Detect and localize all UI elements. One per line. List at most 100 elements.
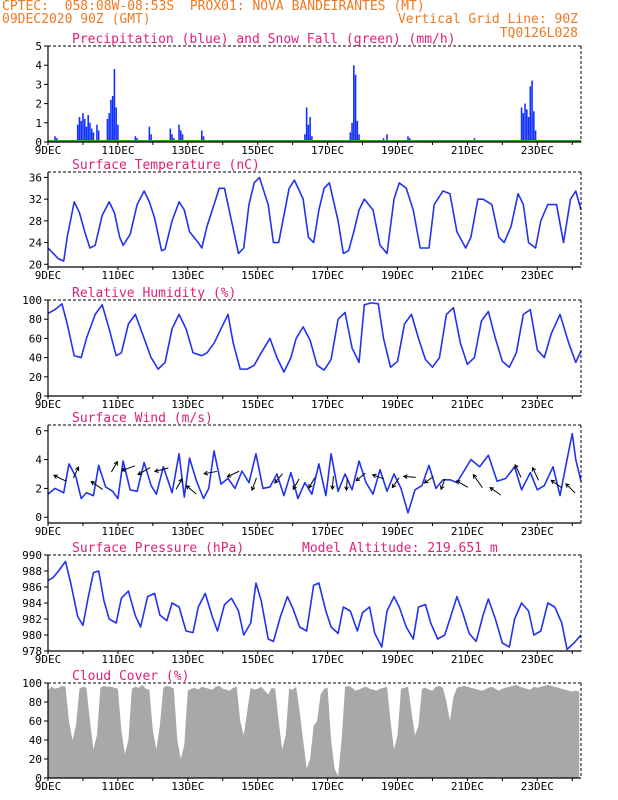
precip-bar: [311, 136, 313, 142]
precip-bar: [134, 136, 137, 142]
cloud-ytick-label: 80: [29, 696, 42, 709]
wind-arrow: [455, 480, 469, 488]
precip-bar: [358, 134, 360, 142]
pressure-ytick-label: 984: [22, 597, 42, 610]
wind-arrow: [355, 472, 366, 482]
precip-xtick-label: 21DEC: [451, 144, 484, 157]
precip-bar: [106, 118, 109, 142]
pressure-ytick-label: 990: [22, 549, 42, 562]
pressure-xtick-label: 13DEC: [171, 653, 204, 666]
precip-xtick-label: 15DEC: [241, 144, 274, 157]
precip-panel-title: Precipitation (blue) and Snow Fall (gree…: [72, 32, 456, 47]
wind-arrow: [203, 470, 218, 476]
temperature-xtick-label: 19DEC: [381, 269, 414, 282]
wind-arrow: [308, 477, 316, 489]
cloud-xtick-label: 17DEC: [311, 780, 344, 793]
temperature-ytick-label: 24: [29, 237, 43, 250]
precip-bar: [349, 132, 352, 142]
cloud-ytick-label: 100: [22, 677, 42, 690]
humidity-series-line: [47, 302, 582, 373]
wind-arrow: [550, 479, 563, 489]
precip-bar: [108, 113, 110, 142]
wind-arrow: [226, 470, 240, 478]
cloud-ytick-label: 20: [29, 753, 42, 766]
wind-xtick-label: 11DEC: [101, 525, 134, 538]
wind-arrow: [565, 483, 576, 494]
precip-bar: [96, 124, 98, 142]
precip-bar: [200, 130, 203, 142]
pressure-xtick-label: 23DEC: [521, 653, 554, 666]
precip-bar: [526, 109, 528, 142]
precip-bar: [527, 117, 530, 142]
wind-arrow: [185, 485, 197, 495]
precip-ytick-label: 0: [35, 136, 42, 149]
humidity-ytick-label: 0: [35, 390, 42, 403]
precip-xtick-label: 11DEC: [101, 144, 134, 157]
precip-bar: [178, 124, 180, 142]
temperature-xtick-label: 9DEC: [35, 269, 62, 282]
wind-arrow: [439, 478, 446, 491]
pressure-panel-annotation: Model Altitude: 219.651 m: [302, 541, 498, 556]
wind-ytick-label: 0: [35, 511, 42, 524]
humidity-xtick-label: 11DEC: [101, 398, 134, 411]
cloud-xtick-label: 15DEC: [241, 780, 274, 793]
wind-series-line: [47, 432, 582, 514]
wind-arrow: [52, 474, 67, 482]
temperature-xtick-label: 15DEC: [241, 269, 274, 282]
precip-bar: [520, 107, 523, 142]
pressure-xtick-label: 19DEC: [381, 653, 414, 666]
temperature-xtick-label: 13DEC: [171, 269, 204, 282]
pressure-ytick-label: 980: [22, 629, 42, 642]
humidity-ytick-label: 40: [29, 352, 42, 365]
wind-arrow: [371, 473, 385, 480]
precip-bar: [522, 113, 525, 142]
precip-bar: [85, 126, 88, 142]
wind-arrow: [514, 463, 522, 478]
wind-xtick-label: 21DEC: [451, 525, 484, 538]
cloud-panel-title: Cloud Cover (%): [72, 669, 189, 684]
precip-bar: [181, 134, 184, 142]
pressure-ytick-label: 982: [22, 613, 42, 626]
humidity-xtick-label: 13DEC: [171, 398, 204, 411]
cloud-ytick-label: 0: [35, 772, 42, 785]
cloud-xtick-label: 19DEC: [381, 780, 414, 793]
cloud-ytick-label: 60: [29, 715, 42, 728]
temperature-ytick-label: 20: [29, 258, 42, 271]
precip-bar: [148, 126, 151, 142]
wind-ytick-label: 6: [35, 425, 42, 438]
pressure-xtick-label: 15DEC: [241, 653, 274, 666]
header-grid-line: Vertical Grid Line: 90Z: [397, 12, 578, 27]
humidity-xtick-label: 9DEC: [35, 398, 62, 411]
precip-bar: [89, 122, 91, 142]
precip-ytick-label: 3: [35, 78, 42, 91]
precip-xtick-label: 19DEC: [381, 144, 414, 157]
pressure-ytick-label: 978: [22, 645, 42, 658]
precip-bar: [180, 130, 182, 142]
precip-bar: [356, 120, 359, 142]
humidity-panel-title: Relative Humidity (%): [72, 286, 236, 301]
precip-bar: [150, 134, 152, 142]
temperature-xtick-label: 17DEC: [311, 269, 344, 282]
temperature-ytick-label: 36: [29, 171, 42, 184]
precip-bar: [82, 113, 84, 142]
pressure-xtick-label: 21DEC: [451, 653, 484, 666]
precip-bar: [304, 134, 306, 142]
temperature-series-line: [47, 176, 582, 262]
wind-arrow: [489, 486, 501, 496]
precip-bar: [531, 80, 533, 142]
precip-ytick-label: 5: [35, 40, 42, 53]
pressure-ytick-label: 988: [22, 565, 42, 578]
wind-xtick-label: 9DEC: [35, 525, 62, 538]
wind-arrow: [531, 466, 539, 481]
pressure-xtick-label: 11DEC: [101, 653, 134, 666]
cloud-xtick-label: 21DEC: [451, 780, 484, 793]
pressure-xtick-label: 9DEC: [35, 653, 62, 666]
wind-arrow: [472, 473, 483, 489]
precip-bar: [111, 95, 114, 142]
precip-bar: [97, 130, 100, 142]
precip-bar: [305, 107, 308, 142]
humidity-ytick-label: 100: [22, 294, 42, 307]
wind-arrow: [391, 477, 400, 489]
wind-panel-title: Surface Wind (m/s): [72, 411, 213, 426]
